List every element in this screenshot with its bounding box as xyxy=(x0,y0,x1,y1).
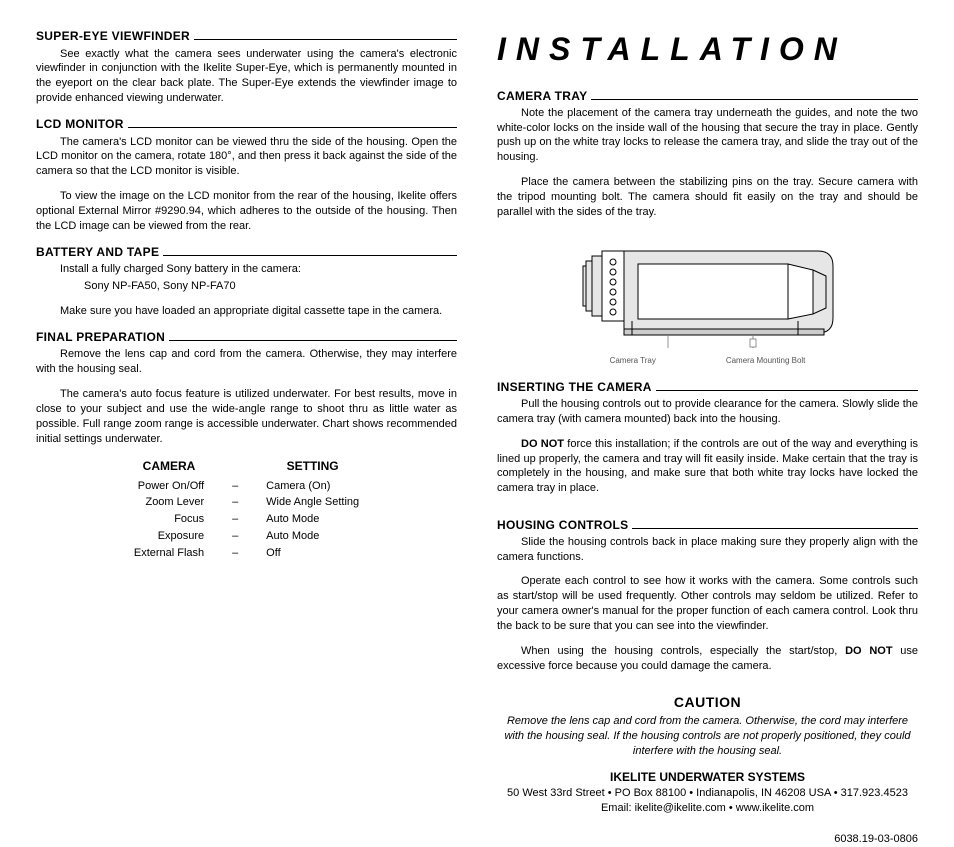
settings-col1: CAMERA xyxy=(124,458,214,476)
table-row: Focus–Auto Mode xyxy=(124,512,369,527)
inserting-p2: DO NOT force this installation; if the c… xyxy=(497,437,918,496)
heading-rule xyxy=(656,378,918,390)
diagram-label-bolt: Camera Mounting Bolt xyxy=(726,356,806,367)
final-p2: The camera's auto focus feature is utili… xyxy=(36,387,457,446)
heading-text: SUPER-EYE VIEWFINDER xyxy=(36,28,190,44)
viewfinder-p1: See exactly what the camera sees underwa… xyxy=(36,47,457,106)
heading-text: INSERTING THE CAMERA xyxy=(497,379,652,395)
heading-rule xyxy=(632,516,918,528)
heading-text: HOUSING CONTROLS xyxy=(497,517,628,533)
inserting-p1: Pull the housing controls out to provide… xyxy=(497,397,918,427)
donot: DO NOT xyxy=(521,438,564,450)
controls-p1: Slide the housing controls back in place… xyxy=(497,535,918,565)
camera-diagram: Camera Tray Camera Mounting Bolt xyxy=(497,236,918,367)
donot: DO NOT xyxy=(845,645,892,657)
left-column: SUPER-EYE VIEWFINDER See exactly what th… xyxy=(36,28,457,718)
heading-lcd: LCD MONITOR xyxy=(36,116,457,133)
diagram-labels: Camera Tray Camera Mounting Bolt xyxy=(610,356,806,367)
heading-final: FINAL PREPARATION xyxy=(36,329,457,346)
footer: IKELITE UNDERWATER SYSTEMS 50 West 33rd … xyxy=(497,769,918,847)
heading-inserting: INSERTING THE CAMERA xyxy=(497,378,918,395)
heading-battery: BATTERY AND TAPE xyxy=(36,244,457,261)
heading-rule xyxy=(194,28,457,40)
settings-blank xyxy=(216,458,254,476)
controls-p3: When using the housing controls, especia… xyxy=(497,644,918,674)
footer-docnum: 6038.19-03-0806 xyxy=(497,832,918,847)
heading-rule xyxy=(169,329,457,341)
table-row: External Flash–Off xyxy=(124,546,369,561)
table-row: Exposure–Auto Mode xyxy=(124,529,369,544)
table-row: Power On/Off–Camera (On) xyxy=(124,479,369,494)
heading-rule xyxy=(591,87,918,99)
caution-body: Remove the lens cap and cord from the ca… xyxy=(497,714,918,759)
settings-col2: SETTING xyxy=(256,458,369,476)
heading-text: BATTERY AND TAPE xyxy=(36,244,159,260)
heading-text: FINAL PREPARATION xyxy=(36,329,165,345)
battery-l2: Sony NP-FA50, Sony NP-FA70 xyxy=(84,279,457,294)
camera-diagram-svg xyxy=(568,236,848,354)
heading-tray: CAMERA TRAY xyxy=(497,87,918,104)
page-title: INSTALLATION xyxy=(497,28,918,71)
footer-contact: Email: ikelite@ikelite.com • www.ikelite… xyxy=(497,801,918,816)
right-column: INSTALLATION CAMERA TRAY Note the placem… xyxy=(497,28,918,718)
table-row: Zoom Lever–Wide Angle Setting xyxy=(124,495,369,510)
heading-viewfinder: SUPER-EYE VIEWFINDER xyxy=(36,28,457,45)
final-p1: Remove the lens cap and cord from the ca… xyxy=(36,347,457,377)
heading-rule xyxy=(163,244,457,256)
tray-p1: Note the placement of the camera tray un… xyxy=(497,106,918,165)
footer-company: IKELITE UNDERWATER SYSTEMS xyxy=(497,769,918,785)
diagram-label-tray: Camera Tray xyxy=(610,356,656,367)
lcd-p2: To view the image on the LCD monitor fro… xyxy=(36,189,457,234)
footer-address: 50 West 33rd Street • PO Box 88100 • Ind… xyxy=(497,786,918,801)
heading-text: CAMERA TRAY xyxy=(497,88,587,104)
page: SUPER-EYE VIEWFINDER See exactly what th… xyxy=(0,0,954,738)
tray-p2: Place the camera between the stabilizing… xyxy=(497,175,918,220)
battery-l1: Install a fully charged Sony battery in … xyxy=(60,262,457,277)
heading-text: LCD MONITOR xyxy=(36,116,124,132)
heading-rule xyxy=(128,116,457,128)
settings-table: CAMERA SETTING Power On/Off–Camera (On) … xyxy=(122,456,371,562)
heading-controls: HOUSING CONTROLS xyxy=(497,516,918,533)
controls-p2: Operate each control to see how it works… xyxy=(497,574,918,633)
battery-p2: Make sure you have loaded an appropriate… xyxy=(36,304,457,319)
caution-heading: CAUTION xyxy=(497,693,918,712)
lcd-p1: The camera's LCD monitor can be viewed t… xyxy=(36,135,457,180)
